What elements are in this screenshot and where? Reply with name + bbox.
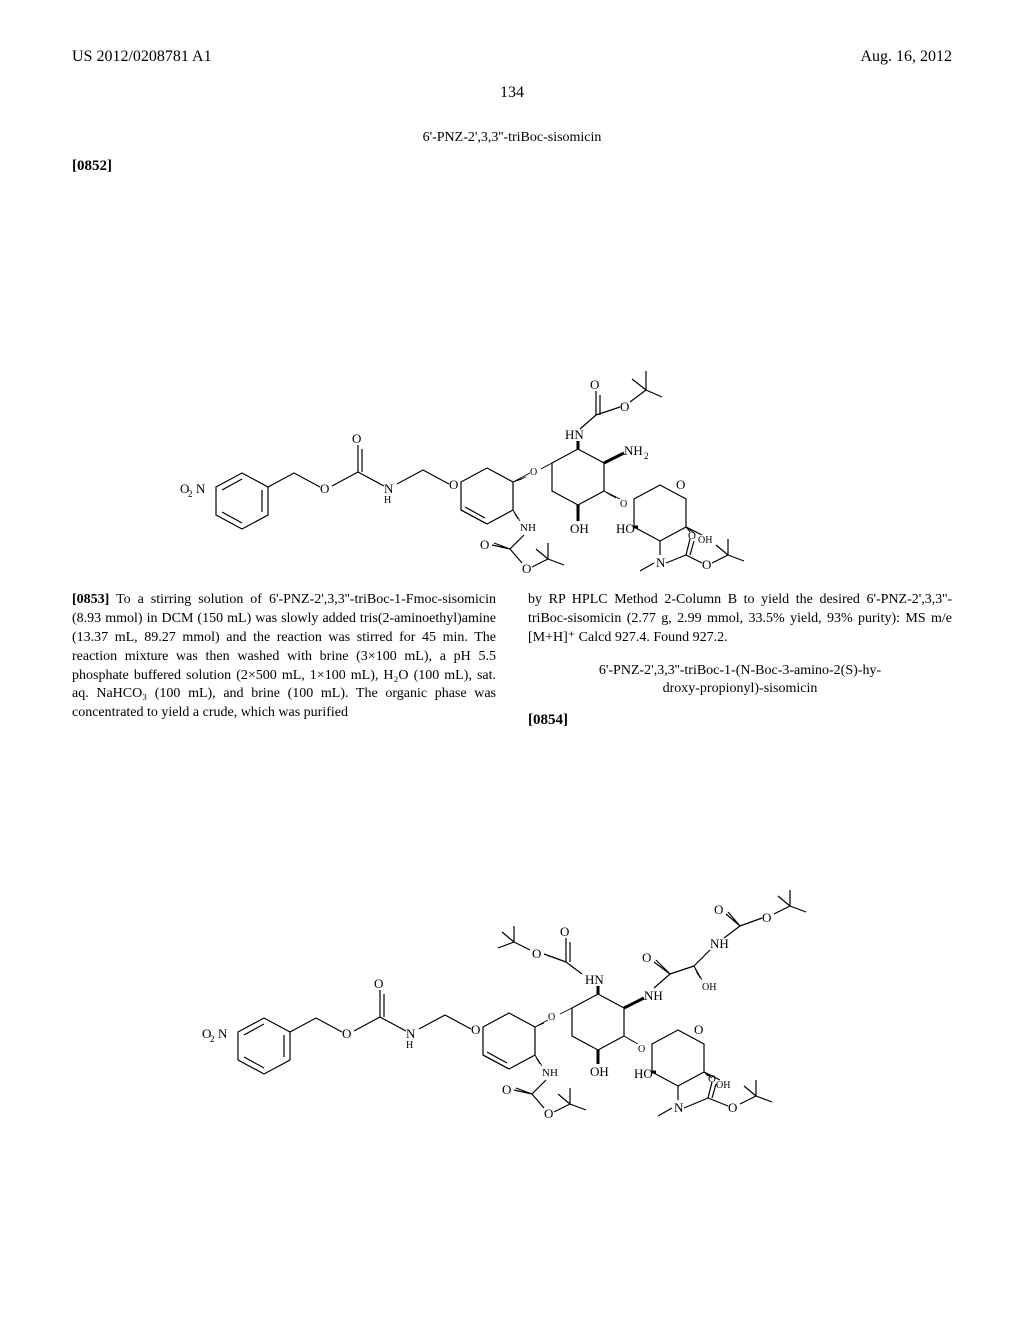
svg-text:O: O: [522, 561, 531, 573]
svg-text:2: 2: [644, 451, 649, 461]
svg-text:O: O: [762, 910, 771, 925]
svg-text:O: O: [702, 557, 711, 572]
svg-text:O: O: [590, 377, 599, 392]
svg-text:O: O: [342, 1026, 351, 1041]
para-num-0853: [0853]: [72, 592, 109, 607]
svg-text:O: O: [676, 477, 685, 492]
svg-text:N: N: [196, 481, 206, 496]
left-column: [0853] To a stirring solution of 6'-PNZ-…: [72, 591, 496, 730]
chemical-structure-1: O 2 N O O N H O O HN O: [172, 193, 852, 573]
svg-text:O: O: [642, 950, 651, 965]
svg-text:O: O: [694, 1022, 703, 1037]
svg-text:HO: HO: [634, 1066, 653, 1081]
publication-date: Aug. 16, 2012: [860, 48, 952, 66]
svg-text:OH: OH: [716, 1080, 730, 1091]
svg-text:O: O: [320, 481, 329, 496]
svg-text:O: O: [374, 976, 383, 991]
svg-text:O: O: [502, 1082, 511, 1097]
svg-text:N: N: [384, 481, 394, 496]
svg-text:O: O: [471, 1022, 480, 1037]
svg-text:O: O: [449, 477, 458, 492]
svg-text:O: O: [480, 537, 489, 552]
svg-text:H: H: [384, 495, 391, 506]
svg-text:N: N: [218, 1026, 228, 1041]
svg-text:O: O: [548, 1012, 555, 1023]
svg-text:HN: HN: [565, 427, 584, 442]
page-number: 134: [0, 84, 1024, 102]
svg-text:O: O: [532, 946, 541, 961]
svg-text:O: O: [708, 1073, 716, 1085]
svg-text:O: O: [620, 399, 629, 414]
svg-text:2: 2: [188, 489, 193, 499]
compound-title-a: 6'-PNZ-2',3,3''-triBoc-sisomicin: [0, 130, 1024, 146]
svg-text:O: O: [714, 902, 723, 917]
svg-text:2: 2: [210, 1034, 215, 1044]
svg-text:O: O: [560, 924, 569, 939]
svg-text:HN: HN: [585, 972, 604, 987]
svg-text:O: O: [638, 1044, 645, 1055]
svg-text:O: O: [728, 1100, 737, 1115]
svg-text:H: H: [406, 1040, 413, 1051]
para-num-0854: [0854]: [528, 712, 568, 728]
svg-text:NH: NH: [644, 988, 663, 1003]
svg-text:O: O: [544, 1106, 553, 1121]
svg-text:OH: OH: [570, 521, 589, 536]
paragraph-0854: [0854]: [528, 710, 952, 730]
para-0853-left-text: To a stirring solution of 6'-PNZ-2',3,3'…: [72, 592, 496, 720]
right-column: by RP HPLC Method 2-Column B to yield th…: [528, 591, 952, 730]
chemical-structure-2: O 2 N O O N H O O HN O O: [132, 748, 892, 1128]
svg-text:NH: NH: [710, 936, 729, 951]
svg-text:O: O: [688, 530, 696, 542]
svg-text:NH: NH: [542, 1067, 558, 1079]
svg-text:OH: OH: [702, 982, 716, 993]
svg-text:N: N: [406, 1026, 416, 1041]
para-num-0852: [0852]: [72, 158, 112, 174]
body-two-column: [0853] To a stirring solution of 6'-PNZ-…: [0, 591, 1024, 730]
patent-number: US 2012/0208781 A1: [72, 48, 212, 66]
page-header: US 2012/0208781 A1 Aug. 16, 2012: [0, 0, 1024, 66]
svg-text:N: N: [674, 1100, 684, 1115]
paragraph-0852: [0852]: [0, 158, 1024, 175]
svg-text:HO: HO: [616, 521, 635, 536]
svg-text:O: O: [352, 431, 361, 446]
svg-text:N: N: [656, 555, 666, 570]
svg-text:OH: OH: [590, 1064, 609, 1079]
svg-text:O: O: [620, 499, 627, 510]
svg-text:NH: NH: [520, 522, 536, 534]
para-0853-right-text: by RP HPLC Method 2-Column B to yield th…: [528, 592, 952, 645]
svg-text:O: O: [530, 467, 537, 478]
svg-text:OH: OH: [698, 535, 712, 546]
compound-title-b: 6'-PNZ-2',3,3''-triBoc-1-(N-Boc-3-amino-…: [528, 662, 952, 698]
svg-text:NH: NH: [624, 443, 643, 458]
